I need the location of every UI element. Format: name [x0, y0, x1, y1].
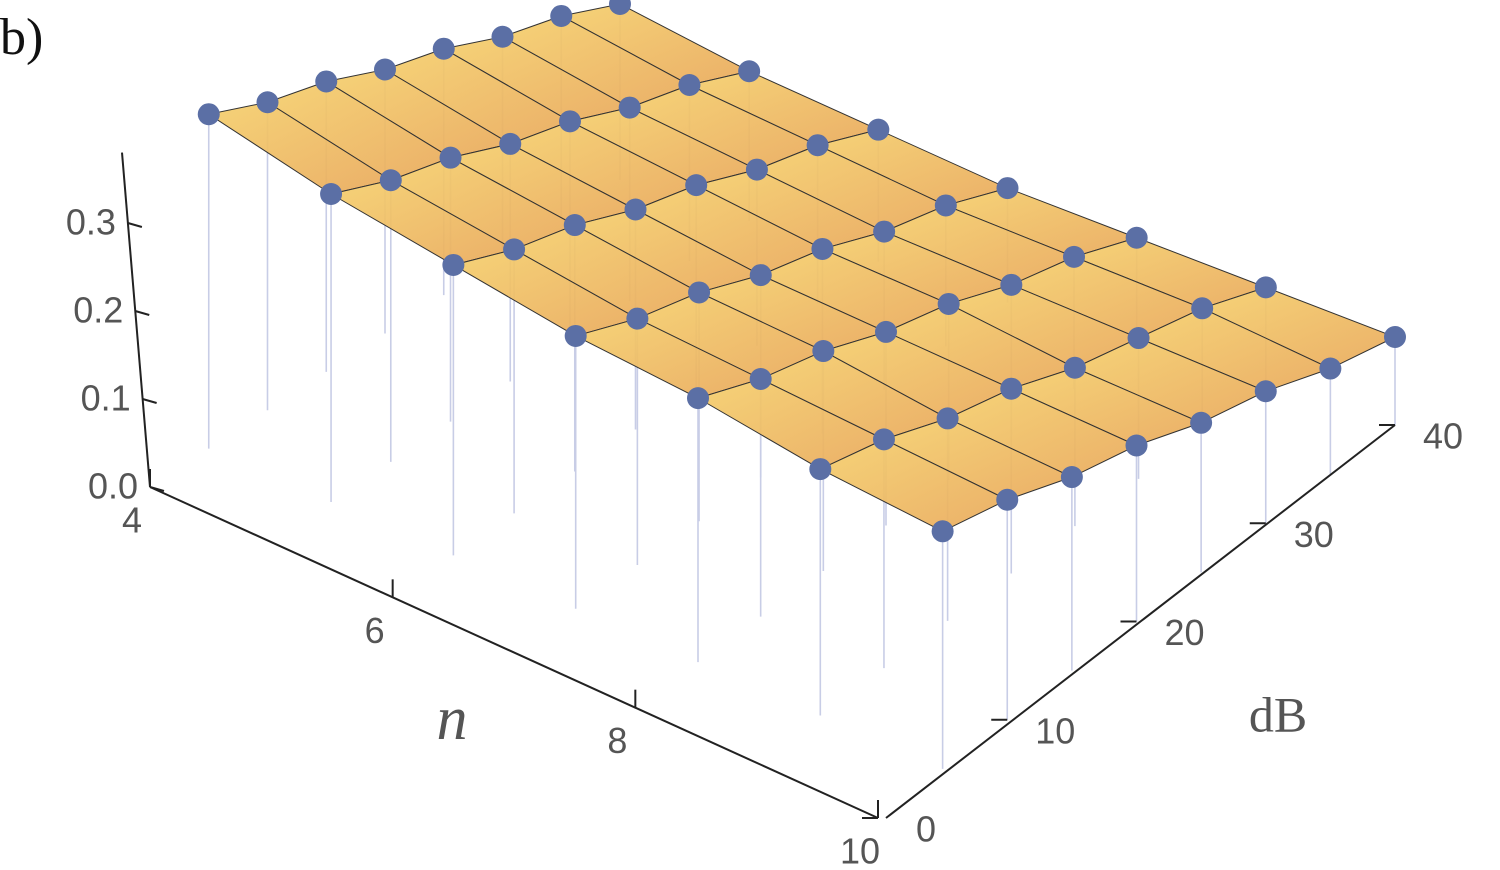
data-point: [503, 238, 526, 261]
z-tick-label: 0.3: [66, 202, 116, 243]
data-point: [491, 25, 514, 48]
data-point: [936, 407, 959, 430]
data-point: [1063, 245, 1085, 268]
data-point: [1254, 276, 1277, 299]
data-point: [626, 307, 649, 330]
data-point: [315, 70, 338, 93]
data-point: [1060, 466, 1083, 489]
data-point: [550, 4, 573, 27]
data-point: [1254, 380, 1277, 403]
data-point: [688, 281, 711, 304]
data-point: [996, 488, 1019, 511]
data-point: [749, 367, 772, 390]
y-axis-label: dB: [1249, 686, 1307, 742]
data-point: [937, 292, 960, 315]
data-point: [678, 74, 701, 96]
data-point: [379, 169, 402, 192]
data-point: [320, 183, 343, 205]
panel-label: b): [0, 9, 43, 66]
data-point: [374, 58, 396, 81]
z-tick: [142, 398, 157, 404]
data-point: [809, 458, 832, 481]
data-point: [873, 220, 896, 243]
data-point: [1063, 356, 1086, 379]
data-point: [867, 118, 890, 141]
x-tick-label: 8: [607, 720, 627, 761]
x-axis-label: n: [437, 685, 468, 753]
x-axis: [149, 486, 879, 819]
data-point: [1000, 273, 1023, 296]
axes: 0.0 0.1 0.2 0.3 4 6 8 10 0 10 20 30 40: [66, 152, 1463, 870]
x-tick-label: 6: [365, 610, 385, 651]
data-point: [558, 110, 581, 133]
data-point: [1191, 297, 1214, 320]
y-tick-label: 40: [1423, 416, 1463, 457]
z-axis: [121, 152, 151, 488]
data-point: [685, 174, 708, 197]
data-point: [1000, 377, 1023, 400]
data-point: [996, 177, 1019, 200]
data-point: [563, 214, 586, 237]
data-point: [738, 60, 761, 83]
data-point: [812, 340, 835, 363]
data-point: [687, 387, 709, 410]
data-point: [872, 428, 895, 451]
data-point: [1125, 434, 1148, 457]
z-tick-label: 0.1: [81, 378, 131, 419]
z-tick-label: 0.2: [73, 290, 123, 331]
data-point: [1127, 327, 1150, 350]
data-point: [1384, 326, 1406, 348]
data-point: [934, 194, 957, 217]
data-point: [197, 103, 220, 126]
points: [197, 0, 1406, 543]
z-tick: [127, 222, 143, 228]
y-tick-label: 30: [1294, 514, 1334, 555]
x-tick-label: 4: [122, 500, 142, 541]
data-point: [618, 96, 641, 119]
data-point: [745, 158, 768, 181]
y-tick-label: 10: [1035, 710, 1075, 751]
data-point: [432, 37, 455, 60]
data-point: [499, 132, 522, 155]
y-tick-label: 0: [916, 809, 936, 850]
data-point: [564, 324, 587, 347]
data-point: [811, 237, 834, 260]
surface: [207, 3, 1397, 532]
data-point: [256, 91, 279, 114]
z-tick: [134, 310, 150, 316]
x-tick-label: 10: [840, 831, 880, 870]
y-axis: [885, 424, 1396, 819]
data-point: [1190, 411, 1213, 434]
data-point: [1125, 226, 1148, 249]
data-point: [442, 253, 465, 276]
data-point: [439, 146, 462, 169]
data-point: [609, 0, 631, 15]
data-point: [875, 320, 897, 343]
y-tick-label: 20: [1164, 612, 1204, 653]
data-point: [806, 134, 829, 157]
z-tick-label: 0.0: [88, 466, 138, 507]
data-point: [931, 520, 954, 543]
data-point: [624, 198, 647, 221]
data-point: [1319, 357, 1342, 380]
data-point: [749, 264, 772, 287]
